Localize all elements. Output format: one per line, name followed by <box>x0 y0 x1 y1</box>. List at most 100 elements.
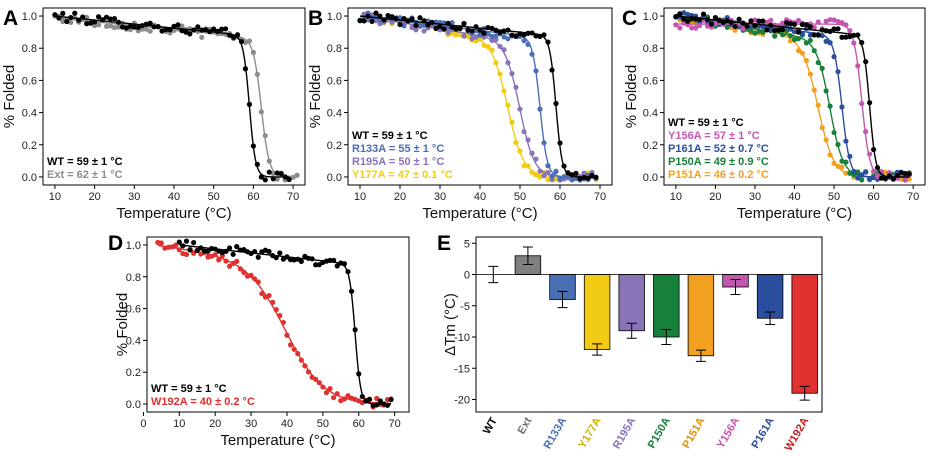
data-point-Y177A <box>473 38 479 44</box>
data-point-Ext <box>95 22 102 28</box>
data-point-WT <box>187 247 193 253</box>
panel-D: D 0 10 20 30 40 50 60 70 0.0 0.2 0.4 0.6 0.8 1.0 Temper… <box>108 232 410 449</box>
data-point-Y156A <box>677 25 683 31</box>
data-point-R133A <box>549 173 555 179</box>
data-point-R133A <box>569 177 575 183</box>
x-tick-label: 40 <box>281 418 293 430</box>
data-point-Y177A <box>537 174 543 180</box>
legend-entry-Ext: Ext = 62 ± 1 °C <box>47 169 123 181</box>
data-point-R195A <box>413 27 419 33</box>
x-tick-label: 10 <box>49 191 61 203</box>
data-point-Ext <box>179 23 185 29</box>
category-label-P150A: P150A <box>646 415 673 450</box>
data-point-WT <box>103 14 110 20</box>
legend-entry-W192A: W192A = 40 ± 0.2 °C <box>151 396 255 408</box>
data-point-Y156A <box>693 25 699 31</box>
data-point-P150A <box>772 33 778 39</box>
data-point-WT <box>147 20 153 26</box>
x-tick-label: 40 <box>474 191 486 203</box>
data-point-Y156A <box>815 19 821 25</box>
x-tick-label: 50 <box>208 191 220 203</box>
data-point-WT <box>780 27 786 33</box>
data-point-WT <box>736 16 742 22</box>
data-point-Y177A <box>545 177 551 183</box>
data-point-Y177A <box>553 176 559 182</box>
data-point-WT <box>461 20 467 27</box>
data-point-R195A <box>365 17 371 23</box>
data-point-WT <box>334 263 340 269</box>
data-point-WT <box>898 169 904 175</box>
y-tick-label: 1.0 <box>643 11 658 23</box>
data-point-WT <box>262 177 268 183</box>
legend-entry-R133A: R133A = 55 ± 1 °C <box>352 143 444 155</box>
data-point-R133A <box>493 33 499 39</box>
data-point-Ext <box>139 26 145 32</box>
data-point-WT <box>274 170 280 176</box>
data-point-WT <box>278 170 284 177</box>
data-point-WT <box>377 398 383 404</box>
data-point-WT <box>175 22 181 28</box>
x-tick-label: 20 <box>709 191 721 203</box>
category-label-Y177A: Y177A <box>576 415 603 450</box>
data-point-WT <box>744 23 750 29</box>
x-axis-title: Temperature (°C) <box>116 205 231 222</box>
y-tick-label: 0.2 <box>327 140 342 152</box>
data-point-WT <box>433 25 439 31</box>
data-point-W192A <box>248 272 254 278</box>
y-tick-label: -15 <box>454 363 470 375</box>
data-point-WT <box>425 22 431 28</box>
data-point-WT <box>565 170 571 176</box>
data-point-WT <box>111 16 118 22</box>
x-tick-label: 30 <box>749 191 761 203</box>
x-tick-label: 10 <box>670 191 682 203</box>
data-point-W192A <box>173 242 179 248</box>
category-label-R133A: R133A <box>542 415 570 451</box>
x-axis-title: Temperature (°C) <box>220 432 335 449</box>
x-tick-label: 70 <box>907 191 919 203</box>
data-point-P151A <box>882 169 889 176</box>
legend-entry-WT: WT = 59 ± 1 °C <box>668 117 744 129</box>
data-point-WT <box>831 26 837 32</box>
data-point-WT <box>266 169 272 175</box>
panel-label: A <box>3 7 18 30</box>
data-point-R133A <box>477 32 483 38</box>
fit-curve-WT <box>179 244 392 405</box>
data-point-WT <box>878 175 885 181</box>
data-point-Ext <box>107 23 114 29</box>
panel-label: D <box>108 232 123 255</box>
data-point-R195A <box>409 24 415 31</box>
data-point-W192A <box>183 251 190 258</box>
data-point-WT <box>835 26 841 32</box>
data-point-WT <box>176 239 182 245</box>
legend-entry-WT: WT = 59 ± 1 °C <box>47 156 123 168</box>
data-point-WT <box>839 34 845 40</box>
x-tick-label: 70 <box>594 191 606 203</box>
y-tick-label: 0.6 <box>327 75 342 87</box>
data-point-Y156A <box>902 177 908 183</box>
data-point-P161A <box>681 10 687 16</box>
data-point-WT <box>906 171 912 177</box>
data-point-WT <box>159 28 165 34</box>
data-point-R195A <box>377 21 383 27</box>
data-point-W192A <box>331 394 337 401</box>
data-point-P151A <box>839 164 845 170</box>
data-point-WT <box>397 21 403 28</box>
data-point-W192A <box>323 390 330 396</box>
x-tick-label: 0 <box>140 418 146 430</box>
data-point-P161A <box>855 175 861 181</box>
data-point-WT <box>366 396 373 402</box>
data-point-Y156A <box>752 17 758 23</box>
data-point-Ext <box>111 24 118 31</box>
data-point-WT <box>223 26 229 32</box>
data-point-Ext <box>68 19 74 26</box>
data-point-WT <box>803 21 809 28</box>
data-point-WT <box>437 23 443 29</box>
data-point-Y156A <box>689 25 695 31</box>
data-point-WT <box>388 397 394 403</box>
data-point-R133A <box>521 38 527 44</box>
data-point-WT <box>756 18 762 24</box>
panel-label: E <box>437 232 451 255</box>
category-label-R195A: R195A <box>611 415 639 451</box>
data-point-R133A <box>501 34 507 40</box>
data-point-Ext <box>147 28 153 34</box>
